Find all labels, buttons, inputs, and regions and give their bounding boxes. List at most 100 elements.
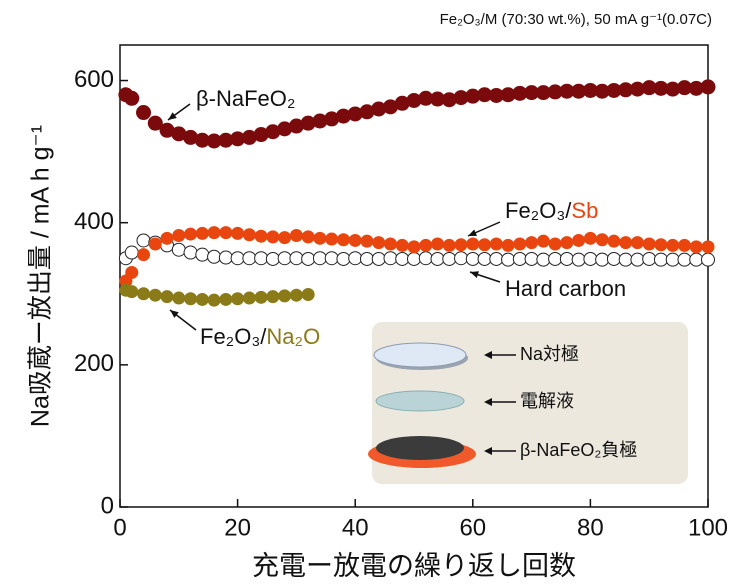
y-tick-label: 0 <box>101 492 114 519</box>
data-point <box>513 238 526 251</box>
data-point <box>231 252 244 265</box>
data-point <box>278 252 291 265</box>
data-point <box>255 291 268 304</box>
data-point <box>619 236 632 249</box>
data-point <box>255 230 268 243</box>
data-point <box>172 229 185 242</box>
data-point <box>654 238 667 251</box>
data-point <box>243 292 256 305</box>
data-point <box>607 252 620 265</box>
data-point <box>137 234 150 247</box>
data-point <box>196 248 209 261</box>
data-point <box>702 240 715 253</box>
data-point <box>266 290 279 303</box>
annotation-arrowhead <box>170 310 179 318</box>
y-tick-label: 200 <box>74 350 114 377</box>
data-point <box>513 252 526 265</box>
data-point <box>431 252 444 265</box>
data-point <box>466 238 479 251</box>
chart: Fe₂O₃/M (70:30 wt.%), 50 mA g⁻¹(0.07C) N… <box>0 0 733 585</box>
data-point <box>596 233 609 246</box>
data-point <box>443 239 456 252</box>
data-point <box>161 232 174 245</box>
data-point <box>124 91 139 106</box>
y-tick-label: 600 <box>74 66 114 93</box>
data-point <box>302 252 315 265</box>
data-point <box>184 246 197 259</box>
data-point <box>666 239 679 252</box>
data-point <box>396 252 409 265</box>
series-label: Hard carbon <box>505 276 626 301</box>
data-point <box>137 287 150 300</box>
data-point <box>419 239 432 252</box>
data-point <box>325 233 338 246</box>
data-point <box>231 292 244 305</box>
x-tick-label: 40 <box>342 514 369 541</box>
x-tick-label: 60 <box>459 514 486 541</box>
data-point <box>678 239 691 252</box>
data-point <box>266 230 279 243</box>
data-point <box>325 252 338 265</box>
data-point <box>631 236 644 249</box>
data-point <box>302 288 315 301</box>
y-axis-label: Na吸蔵ー放出量 / mA h g⁻¹ <box>27 125 55 427</box>
data-point <box>172 292 185 305</box>
data-point <box>208 226 221 239</box>
data-point <box>184 292 197 305</box>
data-point <box>278 289 291 302</box>
electrolyte <box>376 391 464 411</box>
x-tick-label: 20 <box>224 514 251 541</box>
data-point <box>337 252 350 265</box>
data-point <box>702 253 715 266</box>
data-point <box>584 232 597 245</box>
data-point <box>219 226 232 239</box>
x-tick-label: 100 <box>688 514 728 541</box>
data-point <box>290 289 303 302</box>
data-point <box>643 252 656 265</box>
data-point <box>219 293 232 306</box>
data-point <box>666 253 679 266</box>
series-label: Fe₂O₃/Sb <box>505 198 598 223</box>
data-point <box>525 236 538 249</box>
data-point <box>137 248 150 261</box>
data-point <box>266 252 279 265</box>
y-tick-label: 400 <box>74 208 114 235</box>
data-point <box>384 252 397 265</box>
data-point <box>125 266 138 279</box>
annotation-arrowhead <box>168 112 177 120</box>
data-point <box>208 294 221 307</box>
data-point <box>560 252 573 265</box>
data-point <box>537 235 550 248</box>
data-point <box>584 252 597 265</box>
data-point <box>502 253 515 266</box>
data-point <box>431 238 444 251</box>
data-point <box>313 252 326 265</box>
data-point <box>349 234 362 247</box>
data-point <box>478 252 491 265</box>
data-point <box>419 252 432 265</box>
data-point <box>231 227 244 240</box>
x-tick-label: 0 <box>113 514 126 541</box>
series-label: Fe₂O₃/Na₂O <box>200 324 320 349</box>
data-point <box>125 285 138 298</box>
data-point <box>455 252 468 265</box>
data-point <box>313 232 326 245</box>
data-point <box>408 252 421 265</box>
data-point <box>243 252 256 265</box>
data-point <box>572 253 585 266</box>
data-point <box>396 239 409 252</box>
data-point <box>572 234 585 247</box>
data-point <box>219 251 232 264</box>
inset-label: 電解液 <box>520 391 574 411</box>
data-point <box>208 250 221 263</box>
data-point <box>654 253 667 266</box>
data-point <box>125 246 138 259</box>
data-point <box>337 233 350 246</box>
data-point <box>161 290 174 303</box>
data-point <box>384 238 397 251</box>
data-point <box>631 253 644 266</box>
data-point <box>678 253 691 266</box>
data-point <box>372 252 385 265</box>
data-point <box>466 252 479 265</box>
data-point <box>701 79 716 94</box>
